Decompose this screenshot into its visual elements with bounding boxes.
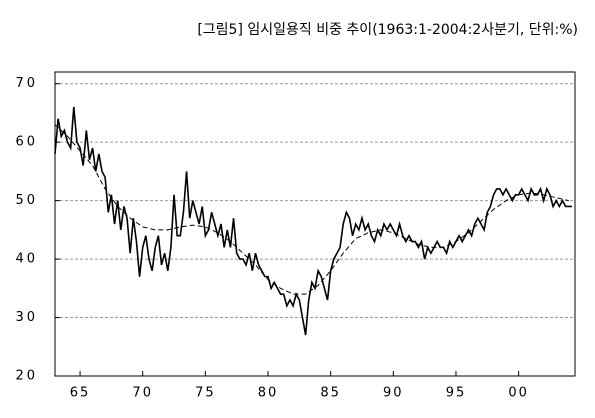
x-tick-label: 65 <box>70 386 91 401</box>
x-tick-label: 95 <box>446 386 467 401</box>
y-tick-label: 70 <box>15 76 38 91</box>
series-line <box>54 124 569 295</box>
x-tick-label: 00 <box>508 386 529 401</box>
chart-title: [그림5] 임시일용직 비중 추이(1963:1-2004:2사분기, 단위:%… <box>197 22 578 38</box>
y-tick-label: 30 <box>15 310 38 325</box>
x-tick-label: 75 <box>195 386 216 401</box>
x-tick-label: 85 <box>320 386 341 401</box>
y-tick-label: 20 <box>15 369 38 384</box>
plot-frame <box>54 71 576 377</box>
x-tick-label: 90 <box>383 386 404 401</box>
x-tick-label: 80 <box>258 386 279 401</box>
x-tick-label: 70 <box>132 386 153 401</box>
y-tick-label: 50 <box>15 193 38 208</box>
series-line <box>54 107 572 336</box>
y-tick-label: 40 <box>15 252 38 267</box>
y-tick-label: 60 <box>15 135 38 150</box>
